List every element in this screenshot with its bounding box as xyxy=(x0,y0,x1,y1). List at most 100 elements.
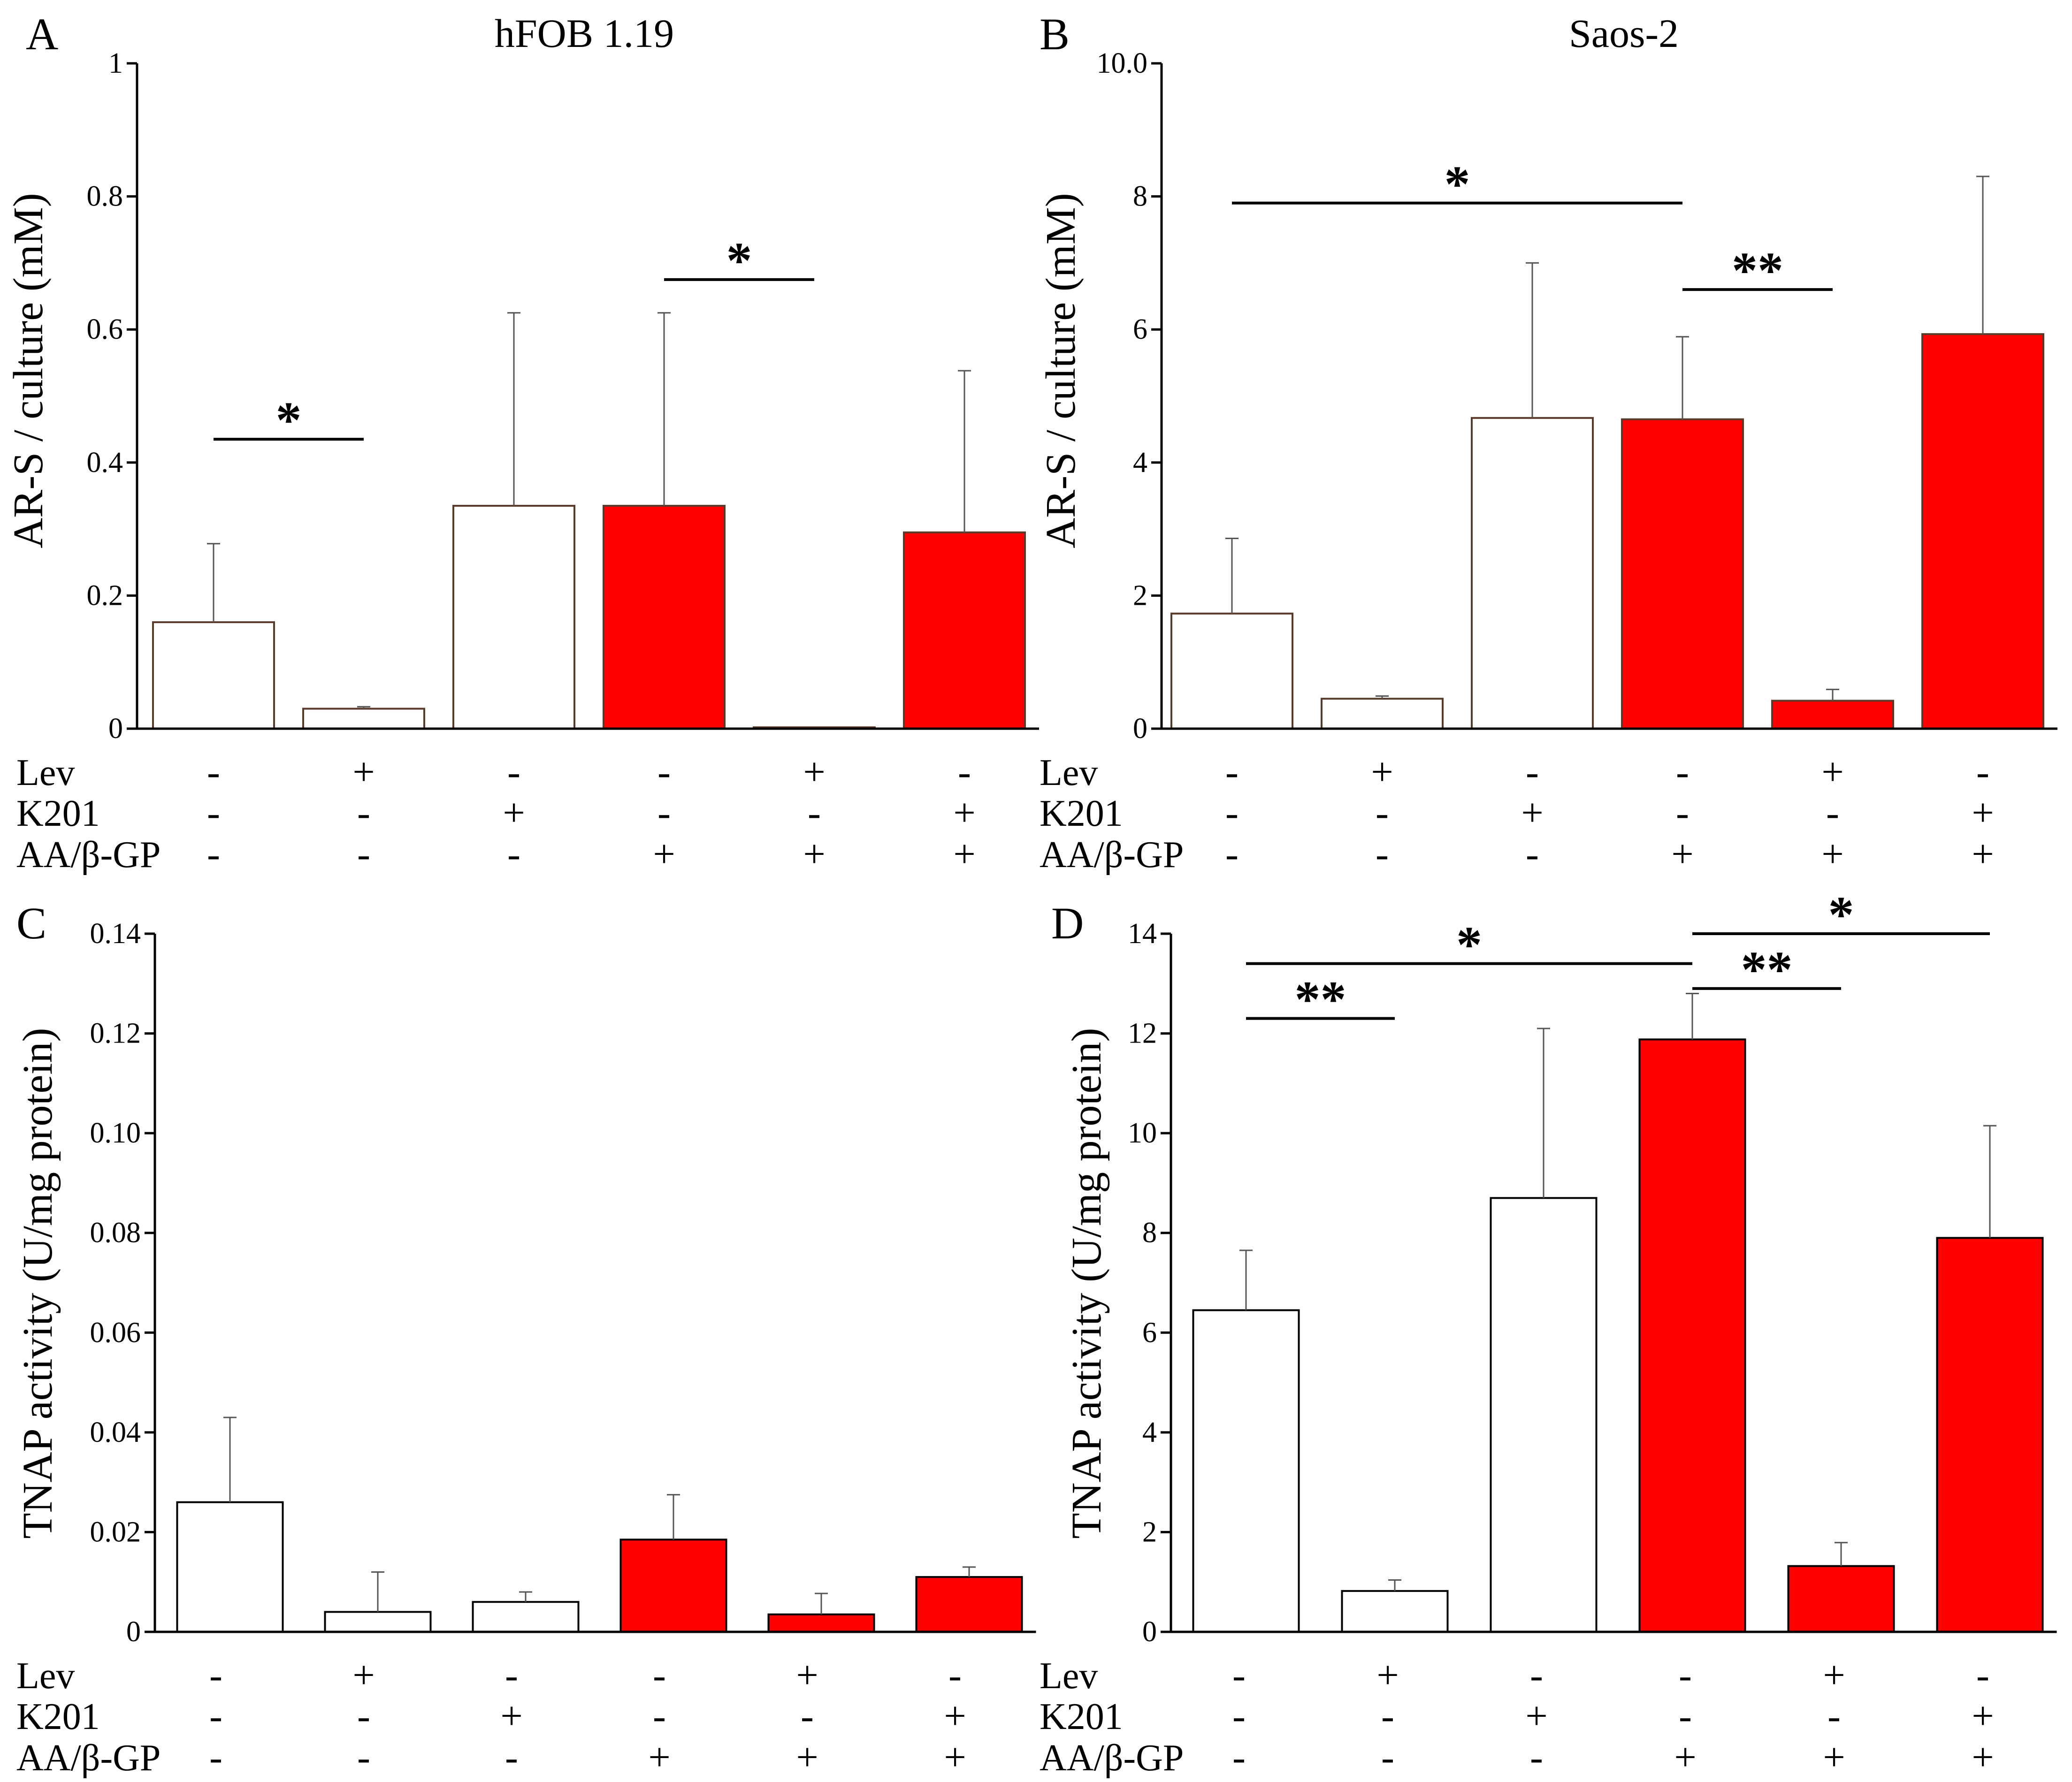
treatment-label: K201 xyxy=(16,793,100,834)
y-axis-label: TNAP activity (U/mg protein) xyxy=(15,1028,61,1539)
treatment-label: K201 xyxy=(1040,1696,1123,1737)
panel-letter: D xyxy=(1051,898,1084,948)
treatment-sign: + xyxy=(953,791,975,835)
bar xyxy=(1192,1309,1300,1633)
bar xyxy=(903,531,1026,730)
y-tick-label: 0 xyxy=(1142,1616,1157,1648)
y-tick-label: 12 xyxy=(1128,1018,1157,1050)
panel-title: hFOB 1.19 xyxy=(495,11,674,56)
panel-c: C TNAP activity (U/mg protein) 0 0.02 0.04 0.… xyxy=(15,898,1036,1779)
treatment-sign: - xyxy=(209,1653,222,1697)
bar xyxy=(1638,1038,1746,1633)
treatment-sign: - xyxy=(1827,1694,1841,1738)
y-axis-label: AR-S / culture (mM) xyxy=(1038,193,1084,548)
y-tick-label: 8 xyxy=(1142,1217,1157,1249)
treatment-label: AA/β-GP xyxy=(1040,834,1184,876)
bar xyxy=(1170,612,1293,730)
treatment-sign: - xyxy=(1826,791,1839,835)
treatment-sign: - xyxy=(1381,1736,1394,1779)
treatment-sign: + xyxy=(953,832,975,876)
treatment-sign: + xyxy=(1674,1736,1696,1779)
treatment-sign: - xyxy=(808,791,821,835)
bar xyxy=(1787,1565,1895,1633)
y-tick-label: 0 xyxy=(1133,713,1147,745)
y-tick-label: 0.8 xyxy=(87,181,123,213)
treatment-sign: - xyxy=(507,750,520,794)
treatment-sign: - xyxy=(1530,1653,1543,1697)
treatment-sign: + xyxy=(1376,1653,1399,1697)
treatment-sign: - xyxy=(1530,1736,1543,1779)
treatment-sign: - xyxy=(653,1653,666,1697)
treatment-sign: - xyxy=(209,1694,222,1738)
treatment-sign: - xyxy=(1679,1653,1692,1697)
treatment-sign: + xyxy=(648,1736,670,1779)
bar xyxy=(152,621,275,730)
treatment-label: Lev xyxy=(1040,752,1098,793)
y-tick-label: 0 xyxy=(108,713,123,745)
treatment-sign: - xyxy=(1381,1694,1394,1738)
bar xyxy=(472,1601,580,1633)
significance-marker: * xyxy=(726,232,752,289)
treatment-label: Lev xyxy=(1040,1655,1098,1697)
y-tick-label: 0.2 xyxy=(87,579,123,611)
treatment-sign: - xyxy=(1225,832,1239,876)
y-tick-label: 0.12 xyxy=(90,1018,141,1050)
y-tick-label: 0.10 xyxy=(90,1117,141,1149)
treatment-sign: + xyxy=(1972,832,1994,876)
treatment-sign: + xyxy=(1371,750,1393,794)
bar xyxy=(1921,333,2044,730)
y-axis-label: AR-S / culture (mM) xyxy=(5,193,52,548)
y-tick-label: 0.02 xyxy=(90,1516,141,1548)
treatment-sign: - xyxy=(207,791,220,835)
panel-letter: B xyxy=(1040,9,1070,59)
treatment-sign: - xyxy=(658,750,671,794)
treatment-label: AA/β-GP xyxy=(1040,1737,1184,1779)
y-tick-label: 10 xyxy=(1128,1117,1157,1149)
y-tick-label: 0.4 xyxy=(87,447,123,479)
y-tick-label: 10.0 xyxy=(1097,47,1148,79)
treatment-sign: - xyxy=(1232,1736,1246,1779)
bar xyxy=(1471,417,1594,730)
treatment-sign: + xyxy=(1972,791,1994,835)
treatment-sign: + xyxy=(1521,791,1543,835)
treatment-sign: + xyxy=(1972,1694,1994,1738)
y-tick-label: 4 xyxy=(1142,1416,1157,1448)
y-tick-label: 2 xyxy=(1133,579,1147,611)
y-tick-label: 0.6 xyxy=(87,313,123,345)
treatment-sign: - xyxy=(1376,791,1389,835)
treatment-sign: - xyxy=(658,791,671,835)
treatment-sign: - xyxy=(507,832,520,876)
treatment-sign: - xyxy=(357,1736,370,1779)
bar xyxy=(1771,700,1894,730)
bar xyxy=(619,1538,727,1633)
treatment-sign: - xyxy=(948,1653,962,1697)
treatment-sign: - xyxy=(1676,750,1689,794)
treatment-sign: - xyxy=(801,1694,814,1738)
treatment-sign: - xyxy=(958,750,971,794)
panel-b: B Saos-2AR-S / culture (mM)0246810.0***Le… xyxy=(1038,9,2057,876)
y-tick-label: 2 xyxy=(1142,1516,1157,1548)
y-tick-label: 0.06 xyxy=(90,1317,141,1348)
significance-marker: * xyxy=(276,391,302,449)
y-axis-label: TNAP activity (U/mg protein) xyxy=(1063,1028,1110,1539)
treatment-sign: - xyxy=(207,750,220,794)
treatment-sign: - xyxy=(1225,791,1239,835)
treatment-sign: + xyxy=(796,1736,818,1779)
bar xyxy=(1341,1590,1449,1633)
treatment-sign: + xyxy=(1823,1653,1845,1697)
bar xyxy=(176,1501,284,1633)
treatment-sign: + xyxy=(352,1653,375,1697)
treatment-label: Lev xyxy=(16,1655,75,1697)
treatment-sign: - xyxy=(1376,832,1389,876)
y-tick-label: 1 xyxy=(108,47,123,79)
treatment-sign: - xyxy=(1232,1653,1246,1697)
treatment-sign: - xyxy=(1526,750,1539,794)
treatment-sign: + xyxy=(1972,1736,1994,1779)
bar xyxy=(603,504,726,730)
treatment-sign: + xyxy=(1821,750,1843,794)
significance-marker: * xyxy=(1445,155,1470,213)
y-tick-label: 0.04 xyxy=(90,1416,141,1448)
treatment-sign: - xyxy=(207,832,220,876)
